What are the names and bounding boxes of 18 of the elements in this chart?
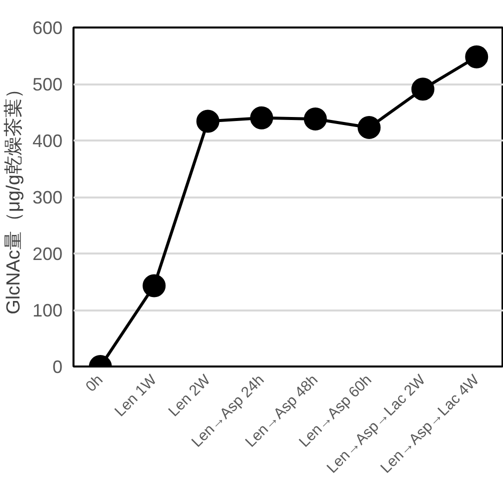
y-axis-title: GlcNAc量（μg/g乾燥茶葉） [3,80,24,314]
x-tick-label: Len 2W [165,370,214,420]
point [250,106,274,130]
y-tick-label: 0 [52,357,63,377]
point [304,108,327,131]
y-tick-label: 400 [32,131,63,151]
y-tick-label: 500 [32,74,63,94]
x-tick-label: 0h [82,371,106,396]
y-tick-label: 200 [32,244,63,264]
point [411,78,434,101]
y-tick-label: 600 [32,18,63,38]
point [465,45,488,68]
y-tick-label: 100 [32,300,63,320]
y-tick-label: 300 [32,188,63,208]
x-tick-label: Len 1W [112,370,161,420]
point [358,116,381,139]
point [196,110,220,133]
point [142,274,166,298]
